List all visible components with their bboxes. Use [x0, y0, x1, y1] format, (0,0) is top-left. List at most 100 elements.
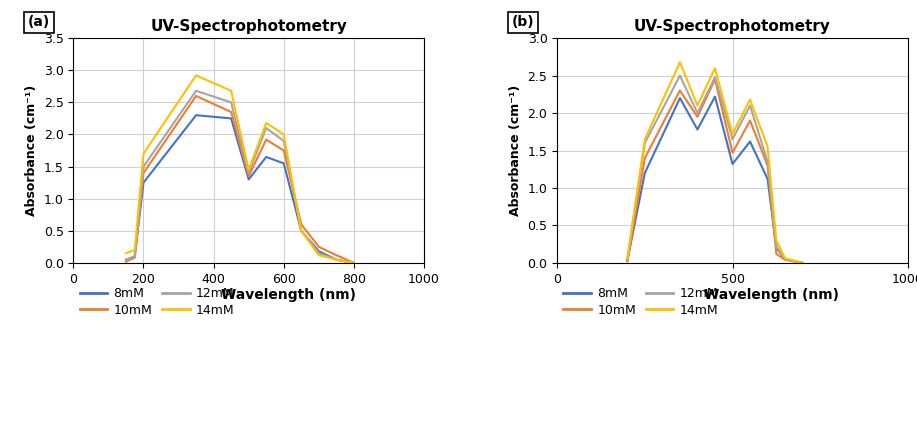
12mM: [797, 260, 808, 265]
14mM: [622, 256, 633, 261]
12mM: [348, 260, 359, 265]
Line: 8mM: 8mM: [627, 97, 802, 263]
14mM: [779, 256, 790, 261]
8mM: [779, 257, 790, 262]
10mM: [138, 170, 149, 176]
14mM: [331, 257, 342, 262]
Text: (b): (b): [512, 15, 535, 29]
14mM: [762, 144, 773, 149]
8mM: [226, 116, 237, 121]
12mM: [745, 103, 756, 108]
14mM: [191, 73, 202, 78]
14mM: [226, 88, 237, 93]
8mM: [710, 94, 721, 99]
12mM: [727, 137, 738, 142]
14mM: [727, 131, 738, 137]
8mM: [120, 257, 131, 262]
Legend: 8mM, 10mM, 12mM, 14mM: 8mM, 10mM, 12mM, 14mM: [563, 287, 718, 317]
8mM: [727, 162, 738, 167]
Line: 14mM: 14mM: [627, 62, 802, 263]
Title: UV-Spectrophotometry: UV-Spectrophotometry: [634, 19, 831, 34]
8mM: [745, 139, 756, 144]
10mM: [779, 257, 790, 262]
10mM: [674, 88, 685, 93]
10mM: [762, 163, 773, 168]
Line: 10mM: 10mM: [126, 96, 354, 263]
8mM: [639, 170, 650, 176]
8mM: [314, 249, 325, 254]
Title: UV-Spectrophotometry: UV-Spectrophotometry: [150, 19, 348, 34]
12mM: [762, 159, 773, 164]
14mM: [243, 167, 254, 172]
12mM: [331, 257, 342, 262]
Text: Wavelength (nm): Wavelength (nm): [221, 287, 356, 301]
8mM: [296, 228, 307, 233]
12mM: [278, 138, 289, 143]
8mM: [762, 176, 773, 181]
8mM: [278, 161, 289, 166]
14mM: [129, 248, 140, 253]
8mM: [797, 260, 808, 265]
10mM: [226, 109, 237, 114]
10mM: [243, 174, 254, 179]
14mM: [348, 260, 359, 265]
12mM: [314, 251, 325, 256]
10mM: [260, 137, 271, 142]
Line: 12mM: 12mM: [126, 91, 354, 263]
8mM: [348, 260, 359, 265]
12mM: [779, 257, 790, 262]
12mM: [710, 75, 721, 80]
8mM: [129, 254, 140, 259]
8mM: [331, 257, 342, 262]
Line: 12mM: 12mM: [627, 75, 802, 263]
14mM: [278, 132, 289, 137]
Line: 14mM: 14mM: [126, 75, 354, 263]
8mM: [191, 113, 202, 118]
Text: Wavelength (nm): Wavelength (nm): [704, 287, 839, 301]
10mM: [692, 114, 703, 120]
14mM: [639, 137, 650, 142]
14mM: [296, 228, 307, 233]
Line: 8mM: 8mM: [126, 115, 354, 263]
10mM: [797, 260, 808, 265]
12mM: [674, 73, 685, 78]
14mM: [314, 253, 325, 258]
10mM: [129, 255, 140, 260]
14mM: [120, 251, 131, 256]
Text: (a): (a): [28, 15, 50, 29]
12mM: [138, 164, 149, 169]
14mM: [745, 97, 756, 102]
12mM: [226, 100, 237, 105]
Line: 10mM: 10mM: [627, 79, 802, 263]
10mM: [348, 260, 359, 265]
12mM: [622, 257, 633, 262]
14mM: [771, 238, 782, 243]
10mM: [296, 222, 307, 227]
12mM: [639, 140, 650, 145]
8mM: [260, 154, 271, 159]
10mM: [727, 150, 738, 155]
8mM: [771, 245, 782, 251]
14mM: [674, 60, 685, 65]
10mM: [314, 244, 325, 249]
12mM: [191, 88, 202, 93]
10mM: [639, 156, 650, 161]
10mM: [191, 93, 202, 98]
12mM: [129, 254, 140, 259]
14mM: [260, 120, 271, 126]
14mM: [710, 66, 721, 71]
Legend: 8mM, 10mM, 12mM, 14mM: 8mM, 10mM, 12mM, 14mM: [80, 287, 235, 317]
12mM: [120, 257, 131, 262]
12mM: [296, 228, 307, 233]
10mM: [710, 77, 721, 82]
10mM: [771, 251, 782, 257]
10mM: [622, 259, 633, 264]
Y-axis label: Absorbance (cm⁻¹): Absorbance (cm⁻¹): [25, 85, 39, 216]
8mM: [138, 180, 149, 185]
Y-axis label: Absorbance (cm⁻¹): Absorbance (cm⁻¹): [509, 85, 522, 216]
10mM: [120, 259, 131, 264]
12mM: [243, 170, 254, 176]
8mM: [692, 127, 703, 132]
10mM: [278, 148, 289, 153]
8mM: [622, 258, 633, 263]
